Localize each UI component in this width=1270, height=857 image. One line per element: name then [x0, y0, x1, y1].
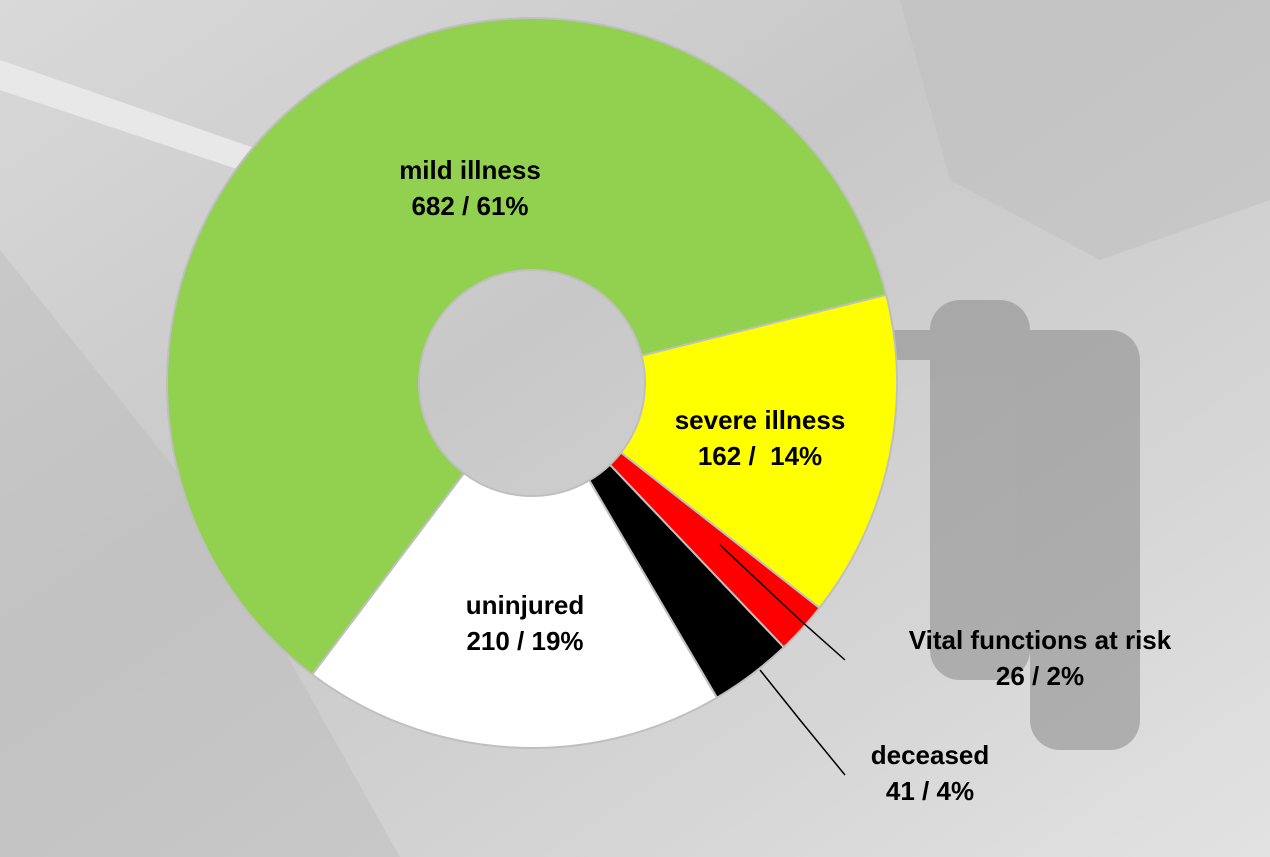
slice-label: uninjured — [466, 590, 584, 620]
chart: mild illness 682 / 61% severe illness 162 /… — [0, 0, 1270, 857]
slice-label: mild illness — [399, 155, 541, 185]
slice-label: deceased — [871, 740, 990, 770]
value-label: 210 / 19% — [466, 626, 583, 656]
value-label: 682 / 61% — [411, 191, 528, 221]
slice-label: Vital functions at risk — [909, 625, 1172, 655]
value-label: 26 / 2% — [996, 661, 1084, 691]
value-label: 162 / 14% — [698, 441, 822, 471]
slice-label: severe illness — [675, 405, 846, 435]
value-label: 41 / 4% — [886, 776, 974, 806]
